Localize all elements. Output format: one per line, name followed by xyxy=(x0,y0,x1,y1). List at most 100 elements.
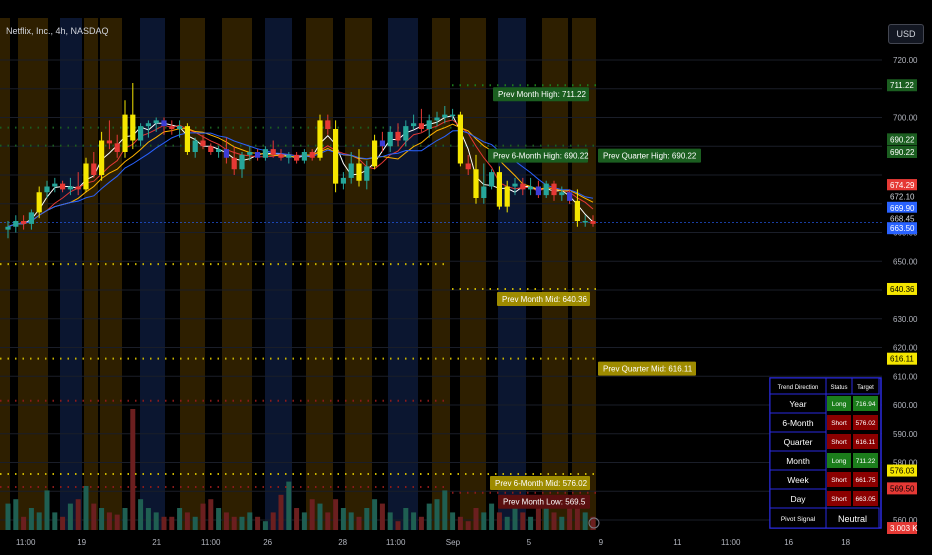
candle-body xyxy=(270,149,276,155)
time-tick-label: 19 xyxy=(77,538,86,547)
trend-target: 711.22 xyxy=(856,458,876,465)
level-label-box xyxy=(498,494,590,509)
level-label: Prev Quarter High: 690.22 xyxy=(603,152,697,161)
volume-bar xyxy=(21,516,27,530)
time-tick-label: 18 xyxy=(841,538,850,547)
candle-body xyxy=(200,140,206,147)
volume-bar xyxy=(348,512,354,530)
candle-body xyxy=(114,143,120,152)
candle-body xyxy=(364,166,370,181)
volume-bar xyxy=(465,521,471,530)
level-label: Prev Month Mid: 640.36 xyxy=(502,295,587,304)
price-tag: 668.45 xyxy=(890,215,915,224)
volume-bar xyxy=(208,499,214,530)
level-label-box xyxy=(598,361,696,376)
session-band xyxy=(432,18,450,530)
volume-bar xyxy=(216,508,222,530)
candle-body xyxy=(543,183,549,196)
candle-body xyxy=(473,169,479,198)
target-cell xyxy=(853,396,878,411)
candle-body xyxy=(442,114,448,118)
volume-bar xyxy=(138,499,144,530)
candle-body xyxy=(223,149,229,158)
symbol-title: Netflix, Inc., 4h, NASDAQ xyxy=(6,26,109,36)
trend-target: 576.02 xyxy=(856,420,876,427)
level-label-box xyxy=(493,87,589,102)
volume-bar xyxy=(145,508,151,530)
candle-body xyxy=(5,226,11,230)
trend-period: Year xyxy=(789,399,806,409)
volume-bar xyxy=(13,499,19,530)
candle-body xyxy=(559,192,565,196)
time-tick-label: 9 xyxy=(599,538,604,547)
candle-body xyxy=(535,186,541,196)
level-label: Prev 6-Month Mid: 576.02 xyxy=(495,479,588,488)
candle-body xyxy=(301,152,307,161)
volume-bar xyxy=(114,514,120,530)
candle-body xyxy=(75,186,81,190)
price-tick-label: 700.00 xyxy=(893,114,918,123)
candle-body xyxy=(528,186,534,190)
currency-button[interactable]: USD xyxy=(888,24,924,44)
candle-body xyxy=(99,140,105,175)
candle-body xyxy=(551,183,557,196)
price-tag: 674.29 xyxy=(890,181,915,190)
axis-tag: 640.36 xyxy=(890,285,915,294)
volume-bar xyxy=(301,512,307,530)
volume-bar xyxy=(28,508,34,530)
candle-body xyxy=(247,152,253,155)
status-cell xyxy=(827,453,851,468)
volume-bar xyxy=(535,508,541,530)
volume-bar xyxy=(496,512,502,530)
session-band xyxy=(18,18,48,530)
target-cell xyxy=(853,491,878,506)
candle-body xyxy=(13,221,19,227)
level-label-box xyxy=(488,148,588,163)
candle-body xyxy=(169,126,175,129)
session-band xyxy=(306,18,333,530)
candle-body xyxy=(496,172,502,207)
axis-tag-box xyxy=(887,464,917,477)
candle-body xyxy=(286,154,292,158)
trend-status: Short xyxy=(831,477,847,484)
volume-bar xyxy=(153,512,159,530)
volume-bar xyxy=(418,516,424,530)
candle-body xyxy=(83,163,89,190)
volume-bar xyxy=(130,409,136,530)
candle-body xyxy=(184,126,190,152)
volume-bar xyxy=(317,503,323,530)
session-band xyxy=(84,18,98,530)
volume-bar xyxy=(122,508,128,530)
time-axis xyxy=(0,534,932,550)
candle-body xyxy=(177,126,183,129)
trend-target: 616.11 xyxy=(856,439,876,446)
price-axis xyxy=(882,0,932,550)
volume-bar xyxy=(481,512,487,530)
volume-bar xyxy=(309,499,315,530)
candle-body xyxy=(262,149,268,158)
candle-body xyxy=(278,154,284,158)
axis-tag: 711.22 xyxy=(890,81,914,90)
candle-body xyxy=(325,120,331,129)
status-cell xyxy=(827,491,851,506)
volume-bar xyxy=(75,499,81,530)
candle-body xyxy=(520,183,526,190)
axis-tag: 690.22 xyxy=(890,135,915,144)
volume-bar xyxy=(83,486,89,530)
price-tag: 669.90 xyxy=(890,204,915,213)
candle-body xyxy=(192,140,198,152)
trend-status: Long xyxy=(832,401,847,408)
volume-bar xyxy=(223,512,229,530)
volume-bar xyxy=(590,516,596,530)
candle-body xyxy=(489,172,495,187)
session-band xyxy=(345,18,372,530)
axis-tag-box xyxy=(887,282,917,295)
candle-body xyxy=(348,163,354,178)
table-header-cell xyxy=(851,377,880,395)
candle-body xyxy=(52,183,58,187)
price-tag: 672.10 xyxy=(890,192,915,201)
volume-bar xyxy=(5,503,11,530)
candle-body xyxy=(216,149,222,152)
